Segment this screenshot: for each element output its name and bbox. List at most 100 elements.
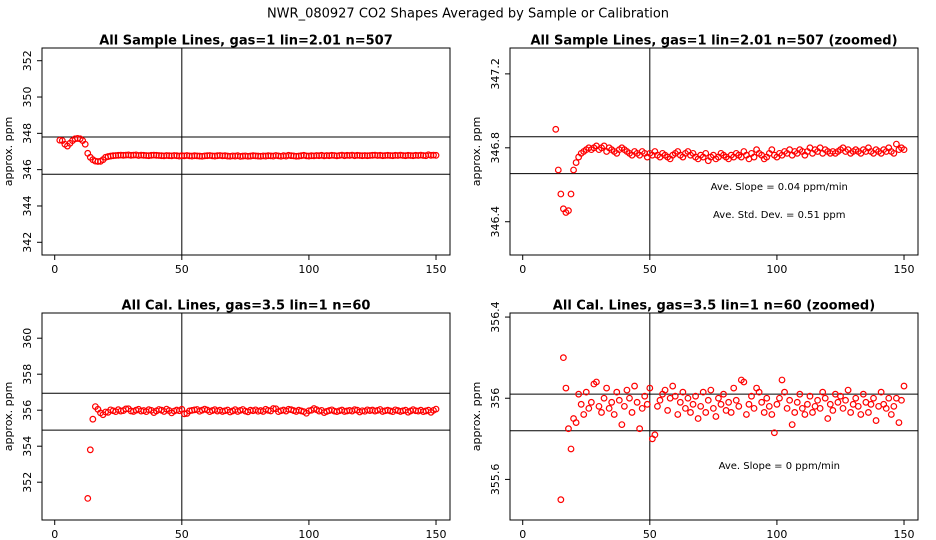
y-axis-label: approx. ppm	[470, 117, 483, 187]
data-point	[750, 153, 758, 161]
data-point	[839, 404, 847, 412]
y-axis-label: approx. ppm	[2, 117, 15, 187]
data-point	[814, 396, 821, 404]
data-point	[638, 404, 646, 412]
panel-title: All Sample Lines, gas=1 lin=2.01 n=507	[99, 34, 393, 49]
y-tick-label: 342	[21, 232, 34, 253]
data-point	[679, 388, 687, 396]
data-point	[570, 166, 577, 174]
data-point	[709, 404, 717, 412]
data-point	[844, 386, 852, 394]
data-point	[788, 421, 796, 429]
data-point	[567, 445, 575, 453]
data-point	[577, 400, 585, 408]
data-point	[804, 400, 811, 408]
data-point	[793, 398, 801, 406]
data-point	[585, 404, 593, 412]
data-point	[557, 190, 565, 198]
data-point	[870, 394, 877, 402]
data-point	[791, 409, 799, 416]
data-point	[776, 394, 783, 402]
data-point	[600, 394, 608, 402]
data-point	[819, 388, 827, 396]
data-point	[432, 151, 440, 159]
data-point	[180, 410, 188, 418]
data-point	[618, 421, 626, 429]
data-point	[699, 388, 707, 396]
data-point	[707, 386, 715, 394]
data-point	[81, 140, 89, 148]
data-point	[567, 190, 575, 198]
data-point	[720, 390, 727, 398]
data-point	[892, 140, 900, 148]
data-point	[643, 400, 651, 408]
y-tick-label: 356	[489, 388, 502, 409]
data-point	[865, 409, 872, 416]
y-tick-label: 346.8	[489, 132, 502, 164]
data-point	[798, 404, 806, 412]
data-point	[783, 404, 791, 412]
data-point	[656, 396, 664, 404]
y-tick-label: 346.4	[489, 206, 502, 238]
data-point	[890, 149, 898, 157]
data-point	[682, 404, 689, 412]
data-point	[890, 402, 898, 410]
y-tick-label: 358	[21, 364, 34, 385]
data-point	[651, 431, 659, 439]
data-point	[572, 159, 580, 166]
data-point	[768, 146, 776, 154]
data-point	[641, 392, 649, 400]
data-point	[837, 392, 844, 400]
data-point	[877, 388, 885, 396]
data-point	[56, 136, 64, 144]
data-point	[575, 390, 583, 398]
data-point	[562, 384, 570, 392]
data-point	[628, 409, 636, 416]
plot-frame	[41, 312, 451, 521]
y-axis-label: approx. ppm	[2, 382, 15, 452]
data-point	[692, 392, 699, 400]
x-tick-label: 150	[894, 263, 915, 276]
x-tick-label: 0	[51, 528, 58, 540]
data-point	[702, 409, 710, 416]
data-point	[559, 354, 567, 362]
data-point	[603, 384, 610, 392]
data-point	[623, 386, 631, 394]
data-point	[842, 396, 849, 404]
data-point	[763, 394, 771, 402]
x-tick-label: 100	[298, 528, 319, 540]
data-point	[882, 404, 890, 412]
data-point	[689, 400, 697, 408]
data-point	[735, 402, 743, 410]
data-point	[887, 411, 895, 418]
data-point	[727, 409, 735, 416]
annotation: Ave. Slope = 0.04 ppm/min	[711, 182, 848, 193]
plot-frame	[41, 47, 451, 256]
data-point	[898, 396, 905, 404]
data-point	[796, 390, 804, 398]
x-tick-label: 50	[643, 263, 657, 276]
y-tick-label: 356.4	[489, 301, 502, 333]
data-point	[631, 382, 638, 390]
data-point	[615, 396, 623, 404]
data-point	[587, 398, 595, 406]
data-point	[826, 400, 834, 408]
y-tick-label: 344	[21, 195, 34, 216]
x-tick-label: 0	[519, 263, 526, 276]
data-point	[821, 394, 829, 402]
data-point	[778, 376, 786, 384]
data-point	[712, 413, 720, 420]
y-tick-label: 352	[21, 472, 34, 493]
data-point	[610, 411, 618, 418]
data-point	[717, 400, 725, 408]
x-tick-label: 50	[643, 528, 657, 540]
data-point	[704, 396, 712, 404]
x-tick-label: 150	[426, 528, 447, 540]
data-point	[582, 388, 590, 396]
x-tick-label: 50	[175, 263, 189, 276]
data-point	[697, 402, 705, 410]
annotation: Ave. Slope = 0 ppm/min	[719, 461, 840, 472]
data-point	[900, 146, 908, 154]
data-point	[684, 394, 692, 402]
data-point	[829, 407, 837, 414]
